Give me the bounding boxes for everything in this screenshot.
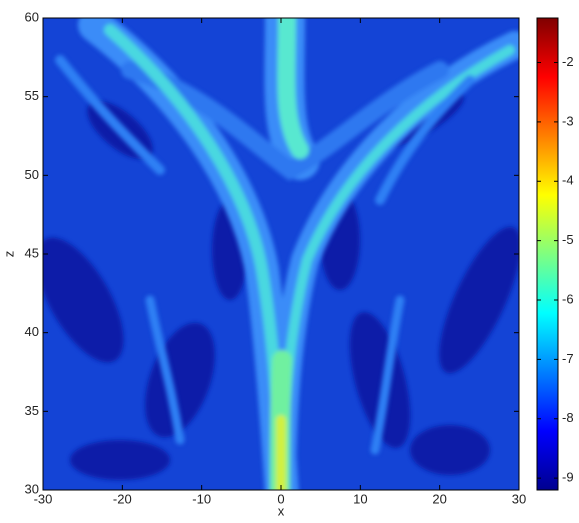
x-tick-label: -30 — [34, 491, 53, 506]
x-tick-label: 0 — [277, 491, 284, 506]
y-tick-label: 50 — [25, 167, 39, 182]
y-tick-label: 40 — [25, 324, 39, 339]
y-axis-label: z — [1, 251, 16, 258]
colorbar-tick-label: -8 — [562, 410, 574, 425]
y-tick-label: 30 — [25, 481, 39, 496]
x-tick-label: -10 — [192, 491, 211, 506]
colorbar-tick-label: -4 — [562, 173, 574, 188]
x-axis-label: x — [278, 503, 285, 518]
colorbar-tick-label: -6 — [562, 291, 574, 306]
x-tick-label: 10 — [353, 491, 367, 506]
x-tick-label: -20 — [113, 491, 132, 506]
x-tick-label: 20 — [432, 491, 446, 506]
colorbar-tick-label: -3 — [562, 113, 574, 128]
contour-field — [43, 18, 519, 490]
colorbar-tick-label: -5 — [562, 232, 574, 247]
y-tick-label: 45 — [25, 245, 39, 260]
x-tick-label: 30 — [512, 491, 526, 506]
colorbar-tick-label: -9 — [562, 470, 574, 485]
colorbar — [536, 17, 559, 491]
y-tick-label: 35 — [25, 403, 39, 418]
y-tick-label: 60 — [25, 9, 39, 24]
colorbar-tick-label: -2 — [562, 54, 574, 69]
colorbar-tick-label: -7 — [562, 351, 574, 366]
y-tick-label: 55 — [25, 88, 39, 103]
